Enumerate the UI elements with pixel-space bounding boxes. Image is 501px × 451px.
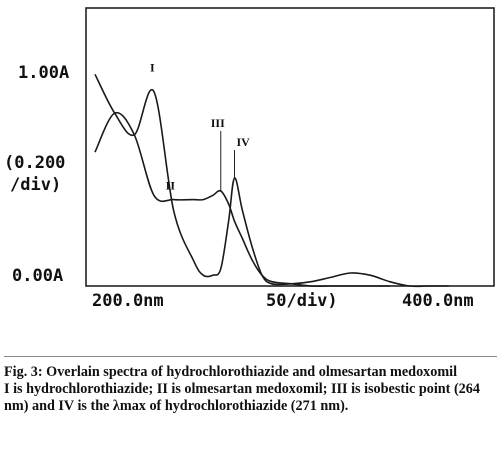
annotation-II: II [166, 179, 176, 193]
axis-labels-group: 1.00A (0.200/div) 0.00A 200.0nm 50/div) 400.0… [4, 63, 474, 311]
caption-description: I is hydrochlorothiazide; II is olmesart… [4, 381, 480, 414]
x-right-label: 400.0nm [402, 291, 474, 311]
annotation-IV: IV [237, 135, 251, 149]
y-scale-label-2: /div) [10, 175, 61, 195]
plot-frame [85, 7, 495, 287]
y-scale-label-1: (0.200 [4, 153, 65, 173]
y-bottom-label: 0.00A [12, 266, 63, 286]
spectrum-chart: 1.00A (0.200/div) 0.00A 200.0nm 50/div) 400.0… [4, 7, 495, 311]
caption-divider [4, 356, 497, 357]
spectrum-curve-1 [94, 73, 449, 288]
y-top-label: 1.00A [18, 63, 69, 83]
x-middle-label: 50/div) [266, 291, 338, 311]
curves-group [94, 73, 449, 288]
annotation-I: I [150, 60, 155, 74]
spectrum-curve-2 [94, 111, 390, 287]
annotation-III: III [211, 116, 225, 130]
figure-caption: Fig. 3: Overlain spectra of hydrochlorot… [4, 364, 497, 415]
caption-title: Fig. 3: Overlain spectra of hydrochlorot… [4, 364, 458, 380]
x-left-label: 200.0nm [92, 291, 164, 311]
